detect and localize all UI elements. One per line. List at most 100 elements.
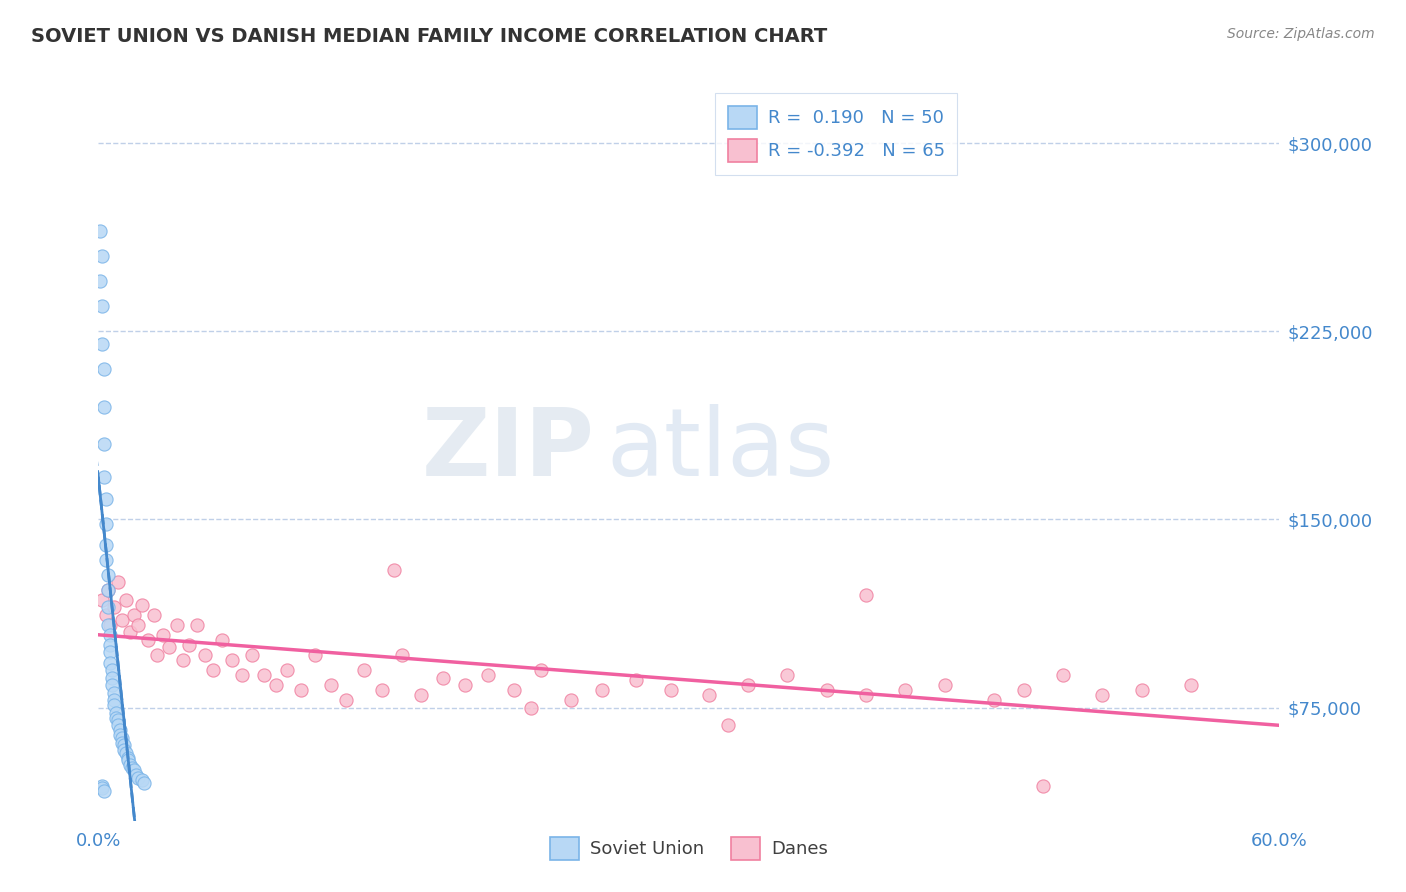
- Point: [125, 768, 148, 782]
- Point: [391, 648, 413, 662]
- Point: [1032, 779, 1054, 793]
- Point: [432, 671, 454, 685]
- Point: [319, 678, 342, 692]
- Point: [136, 632, 159, 647]
- Point: [103, 693, 125, 707]
- Point: [560, 693, 582, 707]
- Point: [91, 779, 114, 793]
- Point: [122, 764, 145, 778]
- Point: [335, 693, 357, 707]
- Point: [240, 648, 263, 662]
- Point: [1012, 683, 1035, 698]
- Point: [453, 678, 475, 692]
- Point: [111, 736, 134, 750]
- Text: Source: ZipAtlas.com: Source: ZipAtlas.com: [1227, 27, 1375, 41]
- Point: [108, 728, 131, 742]
- Point: [304, 648, 326, 662]
- Point: [132, 776, 155, 790]
- Point: [97, 567, 120, 582]
- Point: [107, 718, 129, 732]
- Point: [93, 362, 115, 376]
- Point: [934, 678, 956, 692]
- Point: [111, 731, 134, 745]
- Point: [131, 598, 153, 612]
- Point: [103, 600, 125, 615]
- Point: [1130, 683, 1153, 698]
- Point: [91, 299, 114, 313]
- Point: [93, 437, 115, 451]
- Point: [697, 688, 720, 702]
- Text: SOVIET UNION VS DANISH MEDIAN FAMILY INCOME CORRELATION CHART: SOVIET UNION VS DANISH MEDIAN FAMILY INC…: [31, 27, 827, 45]
- Point: [264, 678, 287, 692]
- Point: [93, 400, 115, 414]
- Point: [97, 582, 120, 597]
- Point: [717, 718, 740, 732]
- Point: [221, 653, 243, 667]
- Point: [118, 625, 141, 640]
- Point: [142, 607, 165, 622]
- Point: [96, 492, 118, 507]
- Point: [117, 751, 139, 765]
- Point: [201, 663, 224, 677]
- Point: [737, 678, 759, 692]
- Point: [231, 668, 253, 682]
- Point: [98, 638, 121, 652]
- Point: [115, 592, 138, 607]
- Point: [1091, 688, 1114, 702]
- Point: [101, 678, 124, 692]
- Point: [591, 683, 613, 698]
- Point: [108, 723, 131, 738]
- Legend: Soviet Union, Danes: Soviet Union, Danes: [543, 830, 835, 867]
- Point: [105, 706, 128, 720]
- Point: [107, 713, 129, 727]
- Point: [815, 683, 838, 698]
- Point: [112, 739, 135, 753]
- Point: [89, 224, 111, 238]
- Point: [776, 668, 799, 682]
- Point: [131, 773, 153, 788]
- Point: [477, 668, 499, 682]
- Point: [177, 638, 200, 652]
- Point: [253, 668, 276, 682]
- Point: [166, 618, 188, 632]
- Point: [371, 683, 394, 698]
- Point: [520, 700, 543, 714]
- Point: [1052, 668, 1074, 682]
- Point: [105, 711, 128, 725]
- Point: [502, 683, 524, 698]
- Point: [115, 746, 138, 760]
- Point: [127, 771, 149, 785]
- Point: [127, 618, 149, 632]
- Point: [111, 613, 134, 627]
- Point: [983, 693, 1005, 707]
- Point: [157, 640, 180, 655]
- Point: [96, 552, 118, 566]
- Point: [146, 648, 169, 662]
- Text: ZIP: ZIP: [422, 404, 595, 497]
- Point: [117, 753, 139, 767]
- Point: [103, 686, 125, 700]
- Point: [112, 743, 135, 757]
- Point: [211, 632, 233, 647]
- Point: [194, 648, 217, 662]
- Point: [91, 592, 114, 607]
- Point: [894, 683, 917, 698]
- Point: [97, 618, 120, 632]
- Point: [96, 607, 118, 622]
- Point: [121, 761, 143, 775]
- Point: [172, 653, 194, 667]
- Point: [624, 673, 647, 687]
- Point: [855, 688, 877, 702]
- Point: [98, 656, 121, 670]
- Point: [107, 575, 129, 590]
- Point: [89, 274, 111, 288]
- Point: [530, 663, 553, 677]
- Point: [91, 249, 114, 263]
- Point: [97, 600, 120, 615]
- Point: [411, 688, 433, 702]
- Point: [96, 538, 118, 552]
- Point: [93, 470, 115, 484]
- Text: atlas: atlas: [606, 404, 835, 497]
- Point: [91, 780, 114, 795]
- Point: [97, 582, 120, 597]
